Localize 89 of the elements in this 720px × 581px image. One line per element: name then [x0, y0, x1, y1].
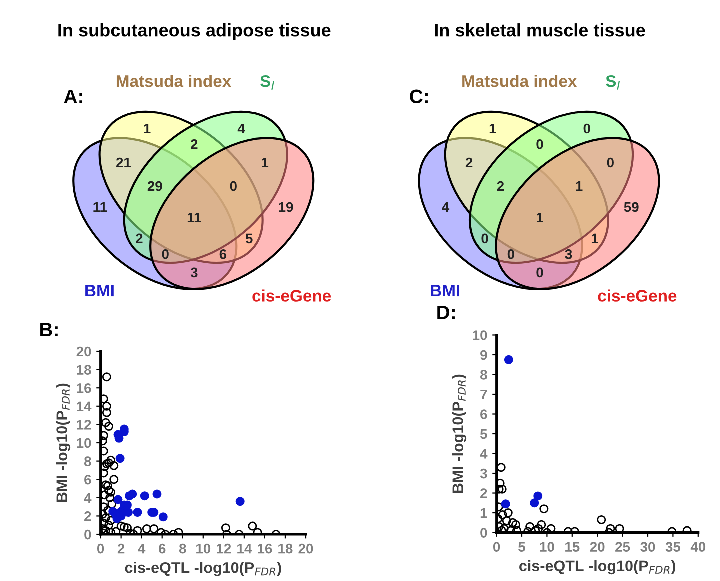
- y-tick-label: 8: [84, 456, 92, 466]
- text: 11: [94, 202, 108, 212]
- text: cis-eGene: [252, 290, 332, 302]
- text: Matsuda index: [462, 75, 578, 88]
- chart-title: B:: [40, 323, 58, 336]
- x-tick-label: 18: [278, 544, 293, 554]
- text: BMI: [86, 285, 114, 297]
- text: 2: [191, 140, 198, 150]
- y-tick-label: 5: [480, 429, 488, 440]
- y-tick-label: 8: [480, 370, 488, 380]
- text: cis-eGene: [598, 290, 677, 302]
- x-tick-label: 20: [590, 542, 605, 552]
- y-tick-label: 9: [480, 350, 488, 360]
- x-tick-label: 10: [196, 544, 211, 554]
- x-tick-label: 4: [138, 544, 146, 554]
- y-tick-label: 2: [480, 488, 488, 498]
- y-tick-label: 10: [473, 330, 488, 340]
- text: 1: [262, 158, 269, 168]
- y-tick-label: 2: [84, 512, 92, 522]
- y-tick-label: 10: [77, 438, 92, 448]
- y-tick-label: 14: [77, 402, 92, 412]
- text: C:: [410, 90, 428, 104]
- y-tick-label: 12: [77, 420, 92, 430]
- text: 3: [190, 268, 198, 278]
- text: 59: [624, 202, 639, 212]
- text: 0: [230, 181, 237, 192]
- y-tick-label: 18: [77, 365, 92, 375]
- y-tick-label: 1: [480, 508, 488, 518]
- text: 0: [536, 268, 544, 278]
- text: 1: [592, 234, 598, 244]
- text: Matsuda index: [116, 75, 232, 88]
- x-tick-label: 40: [690, 542, 706, 552]
- y-tick-label: 20: [76, 346, 92, 357]
- y-axis-title: BMI -log10(P$_{FDR}$): [452, 374, 467, 494]
- x-axis-title: cis-eQTL -log10(P$_{FDR}$): [125, 562, 282, 576]
- text: S$_{I}$: [260, 75, 274, 90]
- chart-title: D:: [438, 306, 455, 320]
- text: 0: [607, 158, 614, 168]
- x-tick-label: 5: [518, 542, 526, 552]
- text: 1: [576, 182, 583, 192]
- y-tick-label: 0: [84, 530, 92, 540]
- x-tick-label: 0: [493, 542, 500, 552]
- text: S$_{I}$: [606, 75, 620, 90]
- text: 6: [220, 249, 227, 260]
- text: 1: [537, 212, 544, 223]
- text: 11: [188, 212, 202, 223]
- x-tick-label: 2: [118, 544, 125, 554]
- x-tick-label: 12: [217, 544, 232, 554]
- y-tick-label: 6: [84, 474, 92, 485]
- y-tick-label: 4: [84, 493, 92, 503]
- text: 4: [238, 124, 246, 134]
- text: 3: [565, 249, 572, 260]
- x-tick-label: 20: [298, 544, 314, 554]
- text: 2: [466, 158, 473, 168]
- text: 0: [508, 249, 514, 260]
- x-tick-label: 25: [616, 542, 630, 552]
- x-tick-label: 8: [179, 544, 186, 554]
- x-tick-label: 35: [666, 542, 681, 552]
- text: 0: [584, 124, 590, 134]
- text: In subcutaneous adipose tissue: [58, 24, 331, 40]
- y-tick-label: 6: [480, 410, 488, 420]
- y-tick-label: 7: [480, 390, 488, 400]
- text: 1: [490, 124, 496, 134]
- y-tick-label: 16: [77, 383, 92, 394]
- x-tick-label: 6: [159, 544, 166, 554]
- text: 2: [136, 234, 143, 244]
- text: 19: [279, 202, 294, 212]
- y-tick-label: 4: [480, 449, 488, 459]
- x-tick-label: 10: [540, 542, 554, 552]
- x-tick-label: 0: [97, 544, 104, 554]
- text: 1: [144, 124, 151, 134]
- text: 21: [116, 158, 132, 168]
- text: 4: [442, 202, 450, 212]
- x-axis-title: cis-eQTL -log10(P$_{FDR}$): [520, 560, 676, 575]
- x-tick-label: 16: [258, 544, 272, 554]
- y-tick-label: 0: [480, 528, 488, 538]
- text: 0: [536, 140, 544, 150]
- y-axis-title: BMI -log10(P$_{FDR}$): [56, 384, 71, 502]
- y-tick-label: 3: [480, 468, 488, 479]
- text: In skeletal muscle tissue: [435, 24, 646, 37]
- text: 5: [246, 234, 253, 244]
- text: 2: [497, 181, 504, 192]
- text: 0: [162, 249, 169, 260]
- x-tick-label: 15: [566, 542, 580, 552]
- text: BMI: [431, 285, 460, 297]
- text: A:: [64, 90, 82, 104]
- x-tick-label: 14: [238, 544, 252, 554]
- x-tick-label: 30: [640, 542, 656, 552]
- text: 29: [148, 181, 162, 192]
